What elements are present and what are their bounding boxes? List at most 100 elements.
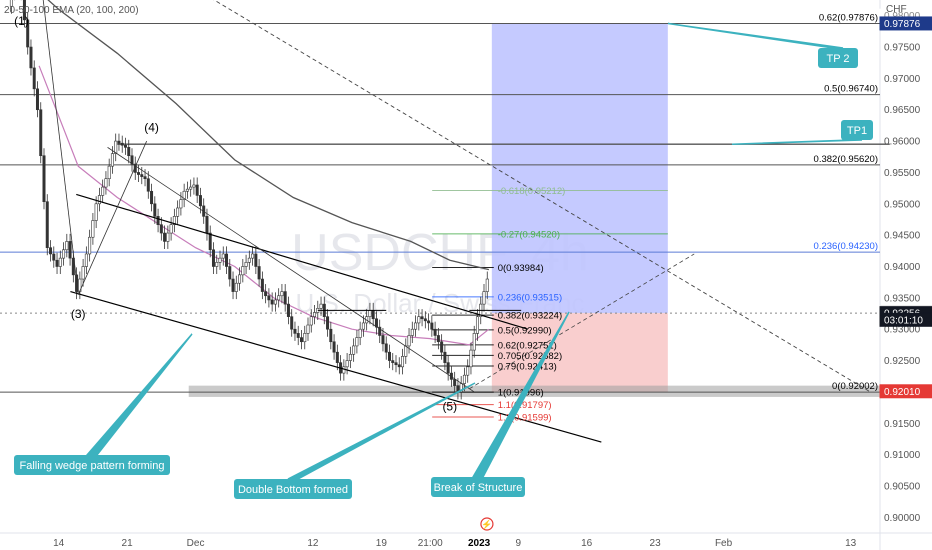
time-tick-5: 21:00 [418, 538, 443, 549]
price-tick-5: 0.95500 [884, 168, 921, 179]
candle-body [211, 249, 215, 267]
callout-box-0 [818, 48, 858, 68]
horizontal-levels [0, 22, 890, 418]
candle-body [290, 316, 294, 330]
candle-body [264, 291, 268, 297]
candle-body [62, 249, 66, 259]
ema-lines [38, 0, 490, 346]
candle-body [35, 88, 39, 111]
callout-text-4: Break of Structure [434, 482, 523, 494]
candle-body [127, 147, 131, 157]
candle-body [117, 140, 121, 144]
indicator-legend[interactable]: 20-50-100 EMA (20, 100, 200) [4, 5, 139, 16]
wedge-upper-line [76, 193, 529, 330]
candle-body [198, 195, 202, 207]
price-tick-6: 0.95000 [884, 199, 921, 210]
fib-lower-label-10: 1.1(0.91797) [498, 400, 552, 411]
callout-text-2: Falling wedge pattern forming [20, 460, 165, 472]
price-axis[interactable]: 0.980000.975000.970000.965000.960000.955… [879, 8, 932, 524]
candle-body [267, 295, 271, 301]
candle-body [414, 322, 418, 330]
candle-body [133, 163, 137, 173]
price-label-bg-5 [879, 384, 932, 399]
candle-body [153, 203, 157, 217]
candle-body [49, 247, 53, 255]
candle-body [436, 335, 440, 343]
fib-upper-label-0: 0.62(0.97876) [819, 12, 878, 23]
candle-body [42, 155, 46, 203]
time-axis[interactable]: 14 21 Dec 12 19 21:00 2023 9 16 23 Feb 13 ⚡ [53, 517, 857, 549]
time-tick-10: Feb [715, 538, 733, 549]
candle-body [368, 310, 372, 317]
dashed-trend-line [213, 0, 871, 393]
candle-body [378, 326, 382, 336]
candle-body [280, 291, 284, 297]
candle-body [195, 184, 199, 196]
price-tick-4: 0.96000 [884, 137, 921, 148]
candle-body [446, 362, 450, 374]
candle-body [342, 366, 346, 374]
price-label-bg-4 [879, 312, 932, 327]
candle-body [234, 282, 238, 292]
candles [9, 0, 489, 400]
swing-label-3: (5) [442, 400, 457, 414]
support-zone [188, 385, 880, 397]
price-tick-16: 0.90000 [884, 513, 921, 524]
candle-body [143, 176, 147, 180]
candle-body [81, 266, 85, 280]
candle-body [241, 266, 245, 276]
callout-box-4 [431, 477, 525, 497]
candle-body [176, 207, 180, 217]
candle-body [26, 19, 30, 48]
swing-label-1: (3) [71, 307, 86, 321]
candle-body [296, 333, 300, 338]
candle-body [65, 241, 69, 251]
candle-body [394, 362, 398, 366]
candle-body [423, 318, 427, 322]
candle-body [58, 257, 62, 267]
price-tick-13: 0.91500 [884, 419, 921, 430]
candle-body [159, 224, 163, 234]
fib-lower-label-0: -0.618(0.95212) [498, 186, 566, 197]
candle-body [88, 236, 92, 255]
candle-body [384, 343, 388, 353]
callout-text-3: Double Bottom formed [238, 484, 348, 496]
candle-body [387, 351, 391, 361]
fib-upper-label-4: 0(0.92002) [832, 381, 878, 392]
candle-body [247, 257, 251, 263]
candle-body [329, 328, 333, 343]
candle-body [257, 266, 261, 280]
candle-body [107, 165, 111, 180]
candle-body [140, 174, 144, 177]
candle-body [137, 172, 141, 175]
time-tick-11: 13 [845, 538, 857, 549]
candle-body [485, 278, 489, 292]
candle-body [381, 335, 385, 345]
candle-body [270, 299, 274, 305]
candle-body [218, 257, 222, 263]
candle-body [440, 341, 444, 353]
inner-trend-line [107, 147, 475, 393]
candle-body [462, 374, 466, 384]
time-tick-8: 16 [581, 538, 593, 549]
fib-lower-label-11: 1.2(0.91599) [498, 413, 552, 424]
callout-box-3 [234, 479, 352, 499]
callouts: TP 2 TP1 Falling wedge pattern forming Doub… [14, 22, 873, 499]
callout-text-1: TP1 [847, 125, 867, 137]
loss-zone [491, 313, 668, 393]
candle-body [146, 178, 150, 192]
candle-body [352, 345, 356, 355]
fib-lower-label-9: 1(0.91996) [498, 388, 544, 399]
candle-body [397, 364, 401, 368]
candle-body [404, 345, 408, 357]
callout-text-0: TP 2 [826, 53, 849, 65]
fib-lower-label-4: 0.382(0.93224) [498, 311, 562, 322]
fib-lower-label-1: -0.27(0.94520) [498, 229, 560, 240]
candle-body [29, 46, 33, 69]
candle-body [410, 328, 414, 336]
candle-body [453, 379, 457, 386]
fib-lower-label-3: 0.236(0.93515) [498, 292, 562, 303]
candle-body [52, 253, 56, 261]
fib-upper-label-1: 0.5(0.96740) [824, 84, 878, 95]
